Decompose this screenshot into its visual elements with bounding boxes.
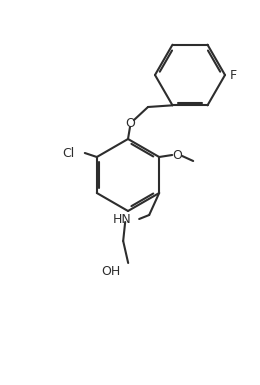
Text: O: O bbox=[125, 117, 135, 129]
Text: HN: HN bbox=[112, 213, 131, 226]
Text: OH: OH bbox=[101, 264, 120, 278]
Text: F: F bbox=[230, 69, 237, 82]
Text: Cl: Cl bbox=[63, 147, 75, 159]
Text: O: O bbox=[172, 149, 182, 161]
